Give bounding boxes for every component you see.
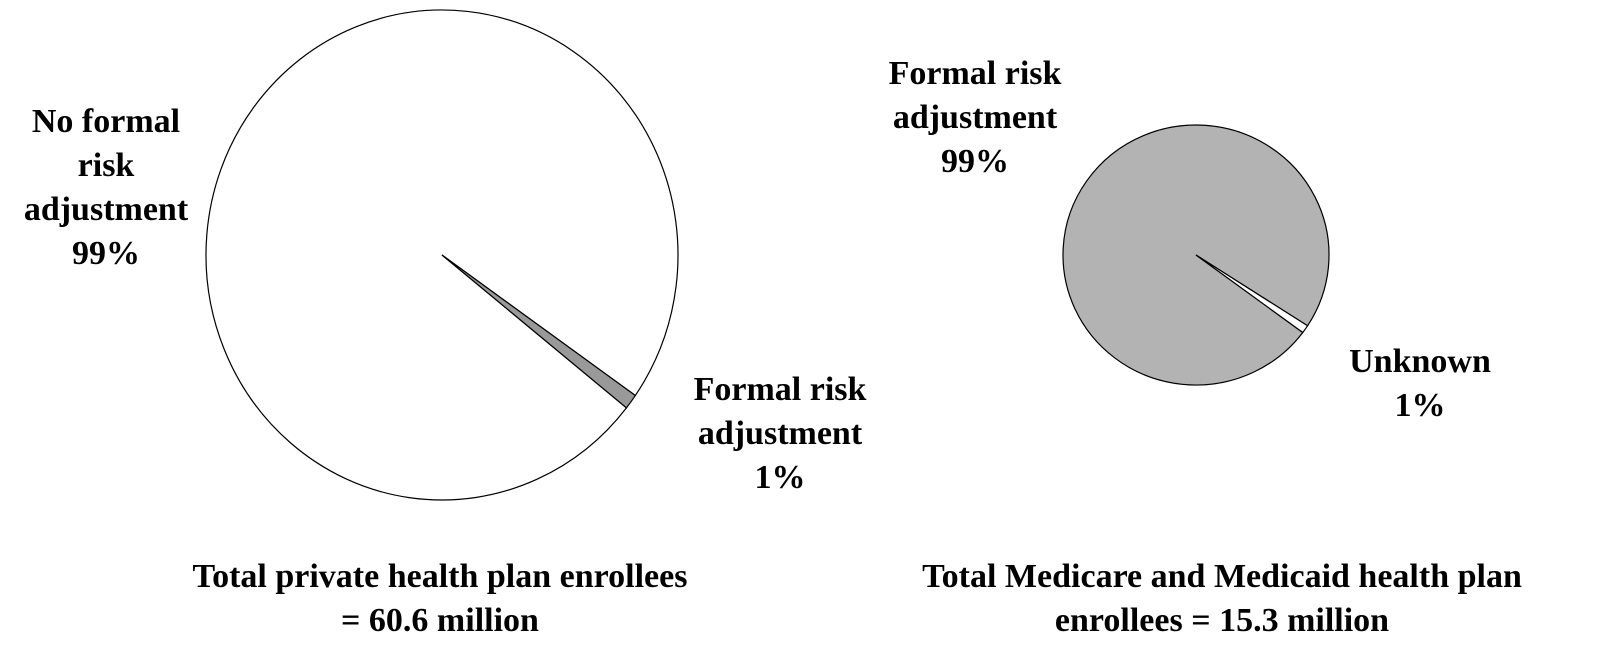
slice-label: Unknown 1% — [1320, 340, 1520, 428]
slice-value: 1% — [1394, 387, 1446, 424]
slice-category: Formal risk adjustment — [693, 371, 867, 452]
chart-title: Total private health plan enrollees = 60… — [192, 558, 688, 639]
chart-title: Total Medicare and Medicaid health plan … — [922, 558, 1522, 639]
slice-label: Formal risk adjustment 1% — [675, 368, 885, 500]
slice-category: Formal risk adjustment — [888, 55, 1062, 136]
slice-label: Formal risk adjustment 99% — [870, 52, 1080, 184]
pie-slice — [1195, 254, 1309, 334]
slice-value: 1% — [754, 459, 806, 496]
slice-value: 99% — [941, 143, 1009, 180]
slice-value: 99% — [72, 235, 140, 272]
slice-category: Unknown — [1349, 343, 1491, 380]
slice-label: No formal risk adjustment 99% — [11, 100, 201, 276]
pie-slice — [441, 254, 637, 409]
slice-category: No formal risk adjustment — [23, 103, 189, 228]
